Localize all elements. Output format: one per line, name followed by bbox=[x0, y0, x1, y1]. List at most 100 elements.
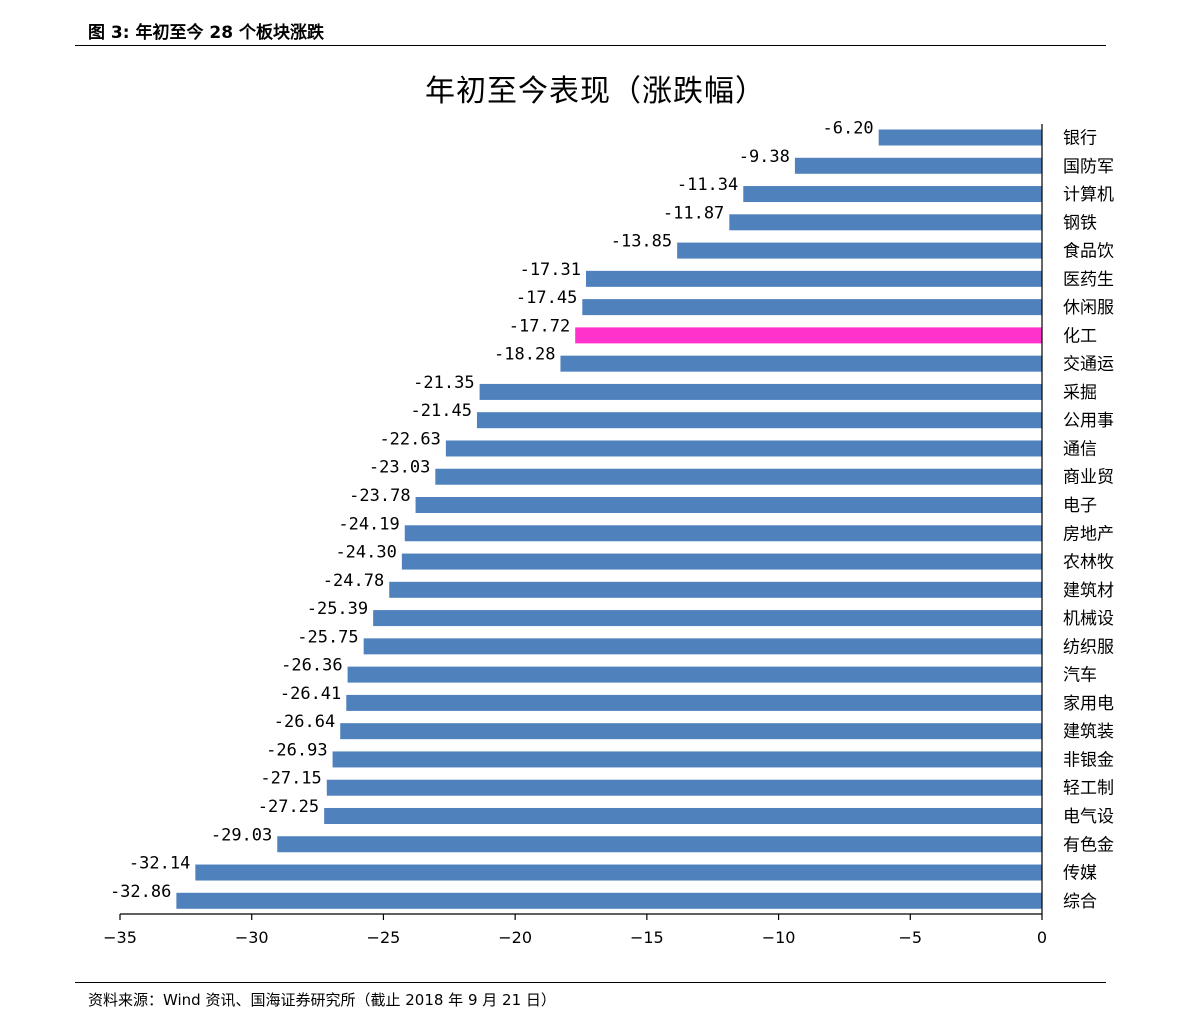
category-label-11: 通信 bbox=[1063, 439, 1097, 459]
value-label-2: -11.34 bbox=[677, 175, 738, 195]
value-label-16: -24.78 bbox=[323, 571, 384, 591]
bar-0 bbox=[878, 129, 1042, 146]
value-label-25: -29.03 bbox=[211, 825, 272, 845]
bar-16 bbox=[389, 581, 1042, 598]
x-tick-label-3: −20 bbox=[498, 928, 532, 947]
x-tick-label-5: −10 bbox=[762, 928, 796, 947]
value-label-12: -23.03 bbox=[369, 458, 430, 478]
category-label-23: 轻工制 bbox=[1063, 779, 1114, 799]
category-label-1: 国防军 bbox=[1063, 157, 1114, 177]
bar-17 bbox=[373, 610, 1042, 627]
category-label-12: 商业贸 bbox=[1063, 468, 1114, 488]
category-label-21: 建筑装 bbox=[1063, 722, 1114, 742]
bar-5 bbox=[586, 270, 1042, 287]
bar-14 bbox=[404, 525, 1042, 542]
axes-group: −35 −30 −25 −20 −15 −10 −5 0 bbox=[103, 124, 1047, 947]
bar-26 bbox=[195, 864, 1042, 881]
value-label-7: -17.72 bbox=[509, 316, 570, 336]
bar-22 bbox=[332, 751, 1042, 768]
value-label-6: -17.45 bbox=[516, 288, 577, 308]
source-note: 资料来源：Wind 资讯、国海证券研究所（截止 2018 年 9 月 21 日） bbox=[88, 991, 556, 1009]
value-label-3: -11.87 bbox=[663, 203, 724, 223]
x-tick-label-0: −35 bbox=[103, 928, 137, 947]
category-label-0: 银行 bbox=[1063, 129, 1097, 149]
figure-caption: 图 3: 年初至今 28 个板块涨跌 bbox=[88, 23, 324, 43]
x-tick-label-2: −25 bbox=[367, 928, 401, 947]
category-label-18: 纺织服 bbox=[1063, 637, 1114, 657]
category-label-16: 建筑材 bbox=[1063, 581, 1114, 601]
category-label-6: 休闲服 bbox=[1063, 298, 1114, 318]
x-tick-label-6: −5 bbox=[898, 928, 922, 947]
category-label-20: 家用电 bbox=[1063, 694, 1114, 714]
category-label-26: 传媒 bbox=[1063, 864, 1097, 884]
x-tick-label-7: 0 bbox=[1037, 928, 1047, 947]
bars-group bbox=[176, 129, 1043, 909]
x-tick-label-1: −30 bbox=[235, 928, 269, 947]
category-label-22: 非银金 bbox=[1063, 750, 1114, 770]
bar-27 bbox=[176, 892, 1042, 909]
value-label-24: -27.25 bbox=[258, 797, 319, 817]
category-label-4: 食品饮 bbox=[1063, 242, 1114, 262]
value-label-5: -17.31 bbox=[520, 260, 581, 280]
category-label-25: 有色金 bbox=[1063, 835, 1114, 855]
bar-15 bbox=[401, 553, 1043, 570]
category-label-17: 机械设 bbox=[1063, 609, 1114, 629]
bar-23 bbox=[326, 779, 1042, 796]
value-label-13: -23.78 bbox=[349, 486, 410, 506]
bar-4 bbox=[677, 242, 1042, 259]
bar-13 bbox=[415, 497, 1042, 514]
value-label-21: -26.64 bbox=[274, 712, 335, 732]
category-label-8: 交通运 bbox=[1063, 355, 1114, 375]
value-labels-group: -6.20 -9.38-11.34 -11.87 -13.85 -17.31 -17.45… bbox=[110, 119, 874, 902]
bar-24 bbox=[324, 807, 1043, 824]
category-label-7: 化工 bbox=[1063, 326, 1097, 346]
value-label-9: -21.35 bbox=[413, 373, 474, 393]
category-label-9: 采掘 bbox=[1063, 383, 1097, 403]
bar-19 bbox=[347, 666, 1042, 683]
value-label-18: -25.75 bbox=[297, 627, 358, 647]
value-label-22: -26.93 bbox=[266, 740, 327, 760]
category-label-15: 农林牧 bbox=[1063, 553, 1114, 573]
x-tick-label-4: −15 bbox=[630, 928, 664, 947]
category-label-24: 电气设 bbox=[1063, 807, 1114, 827]
category-label-14: 房地产 bbox=[1063, 524, 1114, 544]
bar-9 bbox=[479, 383, 1043, 400]
bar-3 bbox=[729, 214, 1042, 231]
bar-2 bbox=[743, 186, 1042, 203]
category-label-3: 钢铁 bbox=[1063, 213, 1097, 233]
category-label-19: 汽车 bbox=[1063, 666, 1097, 686]
value-label-26: -32.14 bbox=[129, 854, 190, 874]
bar-11 bbox=[445, 440, 1042, 457]
value-label-14: -24.19 bbox=[338, 514, 399, 534]
value-label-11: -22.63 bbox=[379, 429, 440, 449]
value-label-23: -27.15 bbox=[260, 769, 321, 789]
bar-25 bbox=[277, 836, 1042, 853]
bar-12 bbox=[435, 468, 1043, 485]
value-label-10: -21.45 bbox=[411, 401, 472, 421]
bar-21 bbox=[340, 723, 1042, 740]
category-labels-group: 银行国防军计算机钢铁食品饮医药生休闲服化工交通运采掘公用事通信商业贸电子房地产农… bbox=[1063, 129, 1114, 912]
bar-7 bbox=[575, 327, 1042, 344]
bar-20 bbox=[346, 694, 1042, 711]
value-label-8: -18.28 bbox=[494, 345, 555, 365]
category-label-5: 医药生 bbox=[1063, 270, 1114, 290]
value-label-1: -9.38 bbox=[739, 147, 790, 167]
value-label-0: -6.20 bbox=[822, 119, 873, 139]
value-label-17: -25.39 bbox=[307, 599, 368, 619]
value-label-15: -24.30 bbox=[335, 543, 396, 563]
value-label-20: -26.41 bbox=[280, 684, 341, 704]
category-label-10: 公用事 bbox=[1063, 411, 1114, 431]
chart-title: 年初至今表现（涨跌幅） bbox=[425, 74, 766, 109]
bar-8 bbox=[560, 355, 1042, 372]
value-label-27: -32.86 bbox=[110, 882, 171, 902]
bar-1 bbox=[794, 157, 1042, 174]
bar-18 bbox=[363, 638, 1043, 655]
value-label-4: -13.85 bbox=[611, 232, 672, 252]
value-label-19: -26.36 bbox=[281, 656, 342, 676]
bottom-rule bbox=[75, 982, 1106, 983]
top-rule bbox=[75, 45, 1106, 46]
category-label-13: 电子 bbox=[1063, 496, 1097, 516]
category-label-2: 计算机 bbox=[1063, 185, 1114, 205]
bar-6 bbox=[582, 299, 1042, 316]
